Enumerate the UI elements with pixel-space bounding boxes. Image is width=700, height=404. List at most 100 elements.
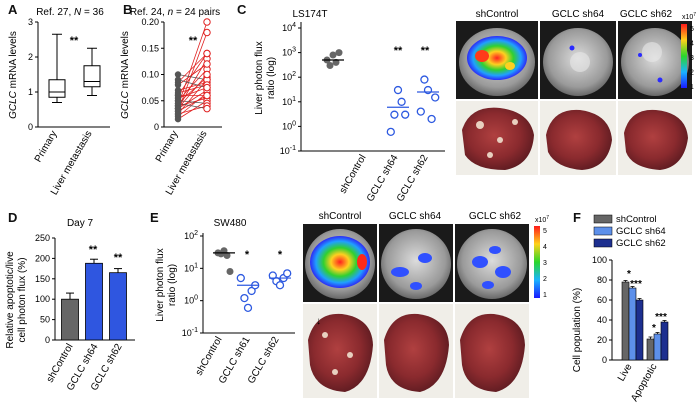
panel-f-ylabel: Cell population (%) [572,288,583,373]
panel-f-legend-swatch [593,214,613,224]
panel-e-point [283,269,292,278]
panel-b-point-liver [203,49,211,58]
panel-f-sig-4: *** [655,312,667,323]
panel-e: SW480 Liver photon flux ratio (log) 10-1… [155,211,549,398]
panel-d-sig-2: ** [114,252,123,264]
panel-e-colorbar-tick: 5 [543,228,547,235]
panel-c-colorbar-tick: 4 [690,41,694,48]
panel-b-letter: B [123,2,133,17]
panel-e-title: SW480 [214,218,247,229]
c-ticks-ticklabel: 103 [282,47,296,58]
panel-c-ivis-image-2 [540,21,616,99]
d-ticks-ticklabel: 150 [35,274,50,284]
panel-c: LS174T Liver photon flux ratio (log) 10-… [254,9,696,204]
panel-e-xlabel-1: shControl [194,335,225,378]
panel-b-pair-line [177,81,208,91]
panel-e-point [236,273,245,283]
panel-e-colorbar-tick: 1 [543,292,547,299]
panel-b-pair-line [177,89,208,109]
panel-b: Ref. 24, n = 24 pairs GCLC mRNA levels 0… [120,7,222,197]
panel-e-ivis-image-3 [455,224,529,302]
panel-f-sig-3: * [652,323,656,334]
panel-b-pair-line [177,100,208,104]
c-ticks-ticklabel: 104 [282,22,296,33]
panel-b-pair-line [177,102,208,110]
panel-f-bar [621,281,630,361]
panel-e-point [247,286,256,296]
b-ticks-ticklabel: 0.05 [141,96,159,106]
b-ticks-ticklabel: 0.15 [141,43,159,53]
panel-e-letter: E [150,210,159,225]
panel-b-xlabel-primary: Primary [154,129,181,164]
panel-c-img-title-3: GCLC sh62 [620,9,673,20]
panel-b-pair-line [177,76,208,104]
a-ticks-ticklabel: 2 [28,52,33,62]
panel-e-point [243,303,253,312]
panel-e-ylabel-2: ratio (log) [167,264,178,306]
panel-d-sig-1: ** [89,244,98,256]
panel-e-img-title-3: GCLC sh62 [469,211,522,222]
panel-c-ylabel-1: Liver photon flux [254,41,265,114]
b-ticks-ticklabel: 0 [154,122,159,132]
panel-b-pair-line [177,79,208,89]
panel-e-point [223,251,231,259]
panel-b-pair-line [177,87,208,99]
panel-e-img-title-2: GCLC sh64 [389,211,442,222]
panel-b-point-liver [203,18,211,26]
panel-e-liver-photo-2 [379,304,453,398]
panel-b-pair-line [177,21,208,107]
panel-f-xlabel-live: Live [616,362,635,384]
panel-c-point [431,93,440,102]
c-ticks-ticklabel: 100 [282,120,296,131]
panel-e-img-title-1: shControl [319,211,362,222]
panel-b-pair-line [177,95,208,112]
panel-f-sig-2: *** [630,279,642,290]
panel-b-point-primary [174,115,182,123]
panel-b-pair-line [177,63,208,86]
panel-c-ivis-image-3 [618,21,692,99]
panel-e-ivis-image-2 [379,224,453,302]
panel-c-colorbar-unit: x107 [682,12,696,21]
panel-c-sig-1: ** [394,45,403,57]
panel-b-point-primary [174,105,182,112]
e-ticks-ticklabel: 101 [184,262,198,273]
d-ticks-ticklabel: 200 [35,253,50,263]
panel-a-box [83,65,101,88]
panel-c-point [329,51,337,59]
panel-e-point [226,267,234,275]
e-ticks-ticklabel: 10-1 [182,327,198,338]
panel-e-point [240,293,249,303]
panel-c-point [332,58,340,66]
panel-e-colorbar-unit: x107 [535,215,549,224]
panel-c-point [335,49,343,57]
panel-e-ylabel-1: Liver photon flux [155,248,166,321]
panel-b-point-primary [174,100,182,107]
f-ticks-ticklabel: 20 [597,335,607,345]
f-ticks-ticklabel: 100 [592,255,607,265]
panel-c-point [390,110,399,119]
panel-c-img-title-1: shControl [476,9,519,20]
d-ticks-ticklabel: 250 [35,233,50,243]
panel-d: Day 7 Relative apoptotic/live cell photo… [5,218,135,393]
panel-c-colorbar [681,24,687,88]
panel-f-bar [635,299,644,361]
panel-f: Cell population (%) 0 20 40 60 80 100 shContr… [572,214,669,404]
panel-f-bar [660,321,669,361]
f-ticks-ticklabel: 60 [597,295,607,305]
panel-c-img-title-2: GCLC sh64 [552,9,605,20]
arrow-marker-icon: ↓ [316,316,321,327]
d-ticks-ticklabel: 50 [40,315,50,325]
panel-b-sig: ** [189,35,198,47]
panel-b-pair-line [177,74,208,109]
f-ticks-ticklabel: 0 [602,355,607,365]
panel-a-sig: ** [70,35,79,47]
panel-a-letter: A [8,2,18,17]
panel-d-title: Day 7 [67,218,94,229]
panel-d-ylabel-1: Relative apoptotic/live [5,251,16,349]
panel-c-point [427,114,436,124]
panel-c-liver-photo-2 [540,101,616,175]
panel-e-liver-photo-1: ↓ [303,304,377,398]
panel-c-letter: C [237,2,247,17]
panel-c-xlabel-3: GCLC sh62 [395,153,431,204]
panel-b-point-primary [174,92,182,99]
